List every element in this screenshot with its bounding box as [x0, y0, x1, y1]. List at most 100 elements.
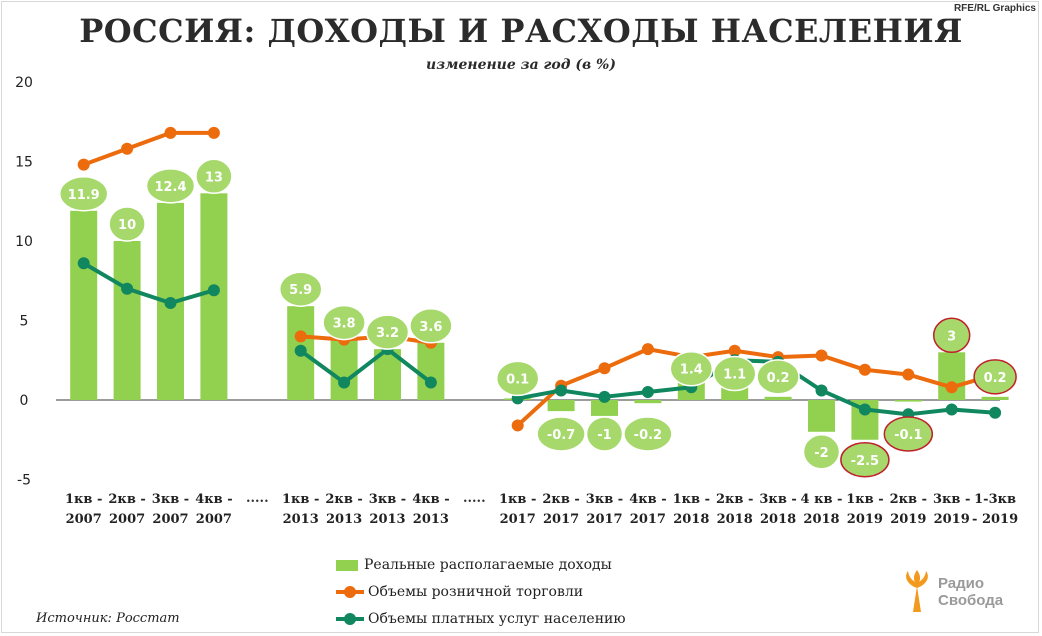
y-tick-label: -5: [17, 473, 31, 489]
legend-swatch-services: [336, 612, 364, 626]
x-tick-label: 3кв -: [586, 492, 623, 507]
x-tick-label: 2017: [586, 512, 622, 527]
chart-subtitle: изменение за год (в %): [426, 57, 616, 73]
data-label: 0.1: [506, 372, 529, 387]
x-tick-label: 2кв -: [108, 492, 145, 507]
income-bar: [634, 400, 662, 404]
x-tick-label: 1кв -: [65, 492, 102, 507]
x-tick-label: 2013: [413, 512, 449, 527]
data-label-bubble: [883, 416, 934, 452]
x-tick-label: 2019: [847, 512, 883, 527]
data-label: -0.1: [894, 428, 922, 443]
data-label-bubble: [932, 317, 971, 354]
data-label-bubble: [802, 434, 841, 470]
legend-label-services: Объемы платных услуг населению: [368, 611, 626, 627]
chart-title: РОССИЯ: ДОХОДЫ И РАСХОДЫ НАСЕЛЕНИЯ: [79, 12, 963, 50]
services-point: [121, 282, 134, 295]
services-point: [945, 403, 958, 416]
x-tick-label: 4кв -: [629, 492, 666, 507]
source-note: Источник: Росстат: [36, 611, 180, 626]
income-bar: [981, 396, 1009, 400]
y-tick-label: 20: [15, 75, 33, 91]
x-tick-label: 2019: [934, 512, 970, 527]
legend-item-retail: Объемы розничной торговли: [336, 582, 583, 602]
x-tick-label: 3кв -: [933, 492, 970, 507]
services-point: [555, 384, 568, 397]
data-label-bubble: [623, 416, 673, 452]
income-bar: [894, 400, 922, 402]
data-label-bubble: [58, 176, 109, 212]
income-bar: [330, 339, 358, 400]
data-label: -2.5: [851, 454, 879, 469]
logo-line-1: Радио: [938, 575, 985, 592]
data-label-bubble: [536, 416, 586, 452]
services-line: [517, 358, 996, 417]
y-tick-label: 10: [15, 234, 33, 250]
x-tick-label: 2кв -: [716, 492, 753, 507]
data-label: 11.9: [68, 188, 100, 203]
x-tick-label: 2017: [630, 512, 666, 527]
graphics-credit: RFE/RL Graphics: [953, 3, 1036, 14]
data-label: -0.7: [547, 428, 575, 443]
data-label: 3: [947, 329, 956, 344]
data-label: -2: [814, 446, 828, 461]
data-label: -0.2: [634, 428, 662, 443]
radio-svoboda-logo: Радио Свобода: [900, 570, 1003, 614]
services-point: [77, 257, 90, 270]
x-tick-label: 2кв -: [325, 492, 362, 507]
y-tick-label: 0: [20, 393, 29, 409]
data-label-bubble: [585, 416, 624, 452]
x-tick-label: 2019: [890, 512, 926, 527]
data-label: 3.2: [376, 326, 399, 341]
x-tick-label: 4кв -: [195, 492, 232, 507]
income-bar: [591, 400, 618, 416]
data-label-bubble: [145, 168, 196, 204]
x-tick-label: 3кв -: [152, 492, 189, 507]
x-tick-label: 2кв -: [890, 492, 927, 507]
x-tick-label: 2013: [283, 512, 319, 527]
x-tick-separator: .....: [246, 491, 269, 506]
data-label-bubble: [195, 158, 233, 195]
x-tick-label: 3кв -: [369, 492, 406, 507]
x-tick-separator: .....: [463, 491, 486, 506]
data-label: 3.8: [333, 317, 356, 332]
data-label: 1.1: [723, 368, 746, 383]
x-tick-label: 2013: [326, 512, 362, 527]
retail-point: [641, 343, 654, 356]
x-tick-label: 2013: [369, 512, 405, 527]
data-label-bubble: [409, 308, 453, 344]
x-tick-label: - 2019: [972, 512, 1018, 527]
legend-swatch-incomes: [336, 559, 358, 571]
retail-line: [83, 130, 214, 167]
data-label: 3.6: [419, 320, 442, 335]
torch-icon: [906, 570, 928, 612]
data-label: -1: [597, 428, 611, 443]
data-label-bubble: [108, 206, 146, 242]
services-point: [815, 384, 828, 397]
legend-item-services: Объемы платных услуг населению: [336, 609, 626, 629]
retail-point: [598, 362, 611, 375]
data-label: 10: [118, 218, 136, 233]
x-tick-label: 2007: [66, 512, 102, 527]
income-bar: [70, 210, 98, 400]
tick-labels-group: 20 15 10 5 0 -5 1кв - 2007 2кв - 2007 3кв - 2007 4кв…: [15, 75, 1018, 527]
legend-swatch-retail: [336, 585, 364, 599]
data-label-bubble: [365, 314, 410, 350]
legend-label-incomes: Реальные располагаемые доходы: [364, 557, 612, 573]
retail-line: [300, 334, 432, 345]
data-label: 12.4: [154, 180, 186, 195]
bars-group: [70, 193, 1009, 440]
data-label-bubble: [840, 442, 890, 478]
services-point: [164, 297, 177, 310]
retail-point: [511, 419, 524, 432]
services-point: [207, 284, 220, 297]
legend-item-incomes: Реальные располагаемые доходы: [336, 555, 612, 575]
x-tick-label: 4 кв -: [801, 492, 843, 507]
data-label: 13: [205, 170, 223, 185]
income-bar: [547, 400, 575, 412]
data-label-bubble: [756, 359, 800, 395]
services-line: [299, 347, 433, 385]
retail-point: [728, 344, 741, 357]
